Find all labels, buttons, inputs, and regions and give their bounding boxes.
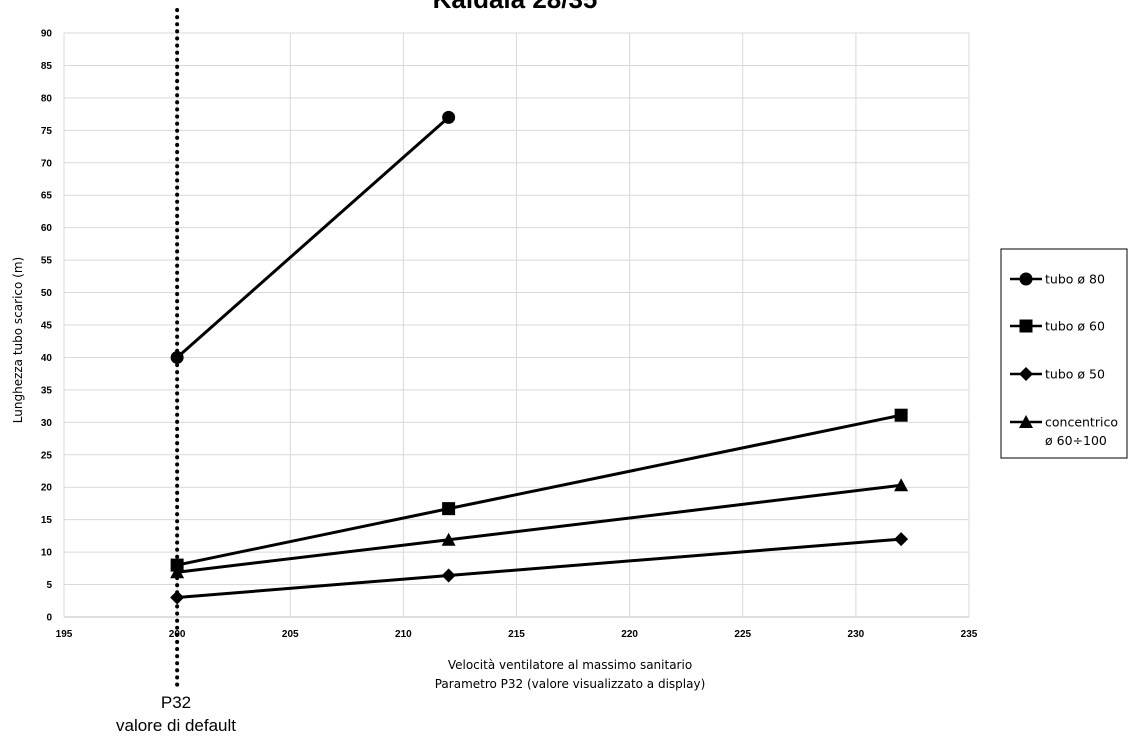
legend-item: tubo ø 60 [1010, 319, 1105, 334]
series-line [177, 537, 902, 600]
y-tick-label: 80 [41, 93, 53, 104]
y-tick-label: 0 [46, 613, 52, 624]
y-tick-label: 25 [41, 450, 53, 461]
series-line [176, 483, 902, 574]
legend-label: tubo ø 50 [1045, 367, 1105, 382]
legend-marker [1019, 319, 1033, 333]
data-point [894, 478, 909, 492]
y-tick-label: 55 [41, 256, 53, 267]
y-tick-labels: 0 5 10 15 20 25 30 35 40 45 50 55 60 65 70 75 80 85 90 [41, 29, 53, 624]
y-tick-label: 75 [41, 126, 53, 137]
legend-item: tubo ø 80 [1010, 272, 1105, 287]
data-point [170, 558, 184, 572]
series-group [170, 110, 909, 605]
series-2 [170, 408, 908, 572]
y-tick-label: 90 [41, 29, 53, 40]
y-tick-label: 70 [41, 158, 53, 169]
y-tick-label: 20 [41, 483, 53, 494]
x-tick-label: 220 [621, 629, 638, 640]
x-tick-labels: 195200205210215220225230235 [56, 629, 978, 640]
legend-item: tubo ø 50 [1010, 367, 1105, 382]
legend-label: tubo ø 60 [1045, 319, 1105, 334]
y-tick-label: 10 [41, 548, 53, 559]
legend-label: tubo ø 80 [1045, 272, 1105, 287]
y-tick-label: 60 [41, 223, 53, 234]
x-tick-label: 230 [848, 629, 865, 640]
legend-item: concentrico ø 60÷100 [1010, 415, 1118, 448]
data-point [441, 532, 456, 546]
data-point [442, 110, 456, 124]
series-1 [170, 110, 456, 364]
data-point [442, 502, 456, 516]
x-axis-label: Velocità ventilatore al massimo sanitari… [448, 658, 692, 672]
legend: tubo ø 80 tubo ø 60 tubo ø 50 concentrico ø … [1000, 248, 1128, 459]
y-tick-label: 50 [41, 288, 53, 299]
legend-marker [1019, 415, 1033, 428]
series-4 [170, 478, 909, 579]
x-tick-label: 215 [508, 629, 525, 640]
legend-label-line2: ø 60÷100 [1045, 433, 1107, 448]
data-point [894, 408, 908, 422]
x-tick-label: 205 [282, 629, 299, 640]
x-tick-label: 225 [734, 629, 751, 640]
data-point [894, 532, 909, 547]
data-point [170, 590, 185, 605]
y-tick-label: 65 [41, 191, 53, 202]
series-3 [170, 532, 909, 605]
legend-marker [1019, 367, 1033, 381]
y-tick-label: 15 [41, 515, 53, 526]
y-tick-label: 35 [41, 385, 53, 396]
annotation-p32: P32 [161, 693, 191, 712]
y-tick-label: 85 [41, 61, 53, 72]
annotation-default: valore di default [116, 716, 236, 735]
y-tick-label: 45 [41, 321, 53, 332]
x-tick-label: 235 [961, 629, 978, 640]
y-tick-label: 30 [41, 418, 53, 429]
series-line [176, 116, 450, 359]
grid [63, 32, 970, 618]
x-axis-label-line2: Parametro P32 (valore visualizzato a dis… [435, 677, 706, 691]
y-tick-label: 5 [46, 580, 52, 591]
x-tick-label: 195 [56, 629, 73, 640]
legend-label: concentrico [1045, 415, 1118, 430]
y-axis-label: Lunghezza tubo scarico (m) [11, 257, 25, 423]
x-tick-label: 210 [395, 629, 412, 640]
chart-title: Kaidala 28/35 [433, 0, 598, 14]
legend-marker [1019, 272, 1033, 286]
y-tick-label: 40 [41, 353, 53, 364]
data-point [170, 565, 185, 579]
series-line [176, 413, 902, 567]
data-point [170, 350, 184, 364]
data-point [441, 568, 456, 583]
